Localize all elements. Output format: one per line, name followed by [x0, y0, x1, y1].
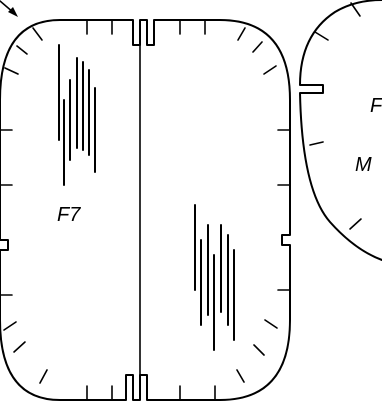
- perimeter-ticks: [0, 19, 291, 401]
- pointer-arrow: [0, 0, 18, 17]
- part-label-f7: F7: [57, 204, 81, 226]
- secondary-panel-ticks: [309, 2, 362, 230]
- secondary-panel: F M: [299, 0, 382, 261]
- secondary-panel-outline: [299, 0, 382, 261]
- hatch-group-left: [58, 44, 96, 186]
- part-label-f-partial: F: [370, 95, 382, 117]
- hatch-group-right: [194, 204, 235, 351]
- part-label-m-partial: M: [355, 154, 372, 176]
- main-panel-outline: [0, 19, 291, 401]
- main-panel: F7: [0, 19, 291, 401]
